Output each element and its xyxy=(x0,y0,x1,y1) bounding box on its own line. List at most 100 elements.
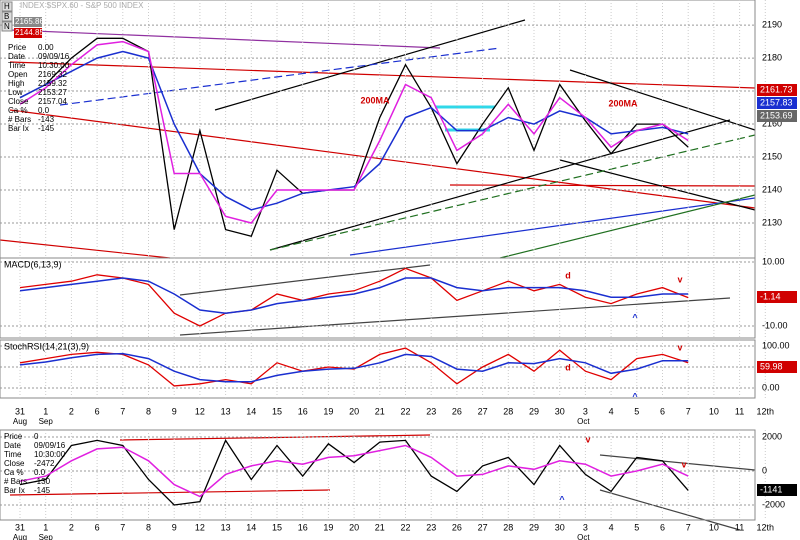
annotation: ^ xyxy=(559,494,565,504)
x-tick-label: 27 xyxy=(478,406,488,416)
info-value: 0.0 xyxy=(38,106,50,115)
x-tick-label: 8 xyxy=(146,406,151,416)
y-tick-label: 100.00 xyxy=(762,340,790,350)
x-tick-label: 1 xyxy=(43,406,48,416)
info-value: 10:30:00 xyxy=(34,450,66,459)
y-tick-label: 2140 xyxy=(762,184,782,194)
info-label: Low xyxy=(8,88,23,97)
x-tick-label: 16 xyxy=(298,406,308,416)
trendline xyxy=(559,159,756,211)
info-label: Date xyxy=(8,52,25,61)
annotation: v xyxy=(681,459,686,469)
x-tick-label: 22 xyxy=(400,406,410,416)
info-value: 2153.27 xyxy=(38,88,67,97)
trendline xyxy=(0,239,171,259)
trendline xyxy=(119,434,431,441)
info-label: Price xyxy=(4,432,23,441)
y-tick-label: 2130 xyxy=(762,217,782,227)
panel-frame xyxy=(0,429,756,521)
value-tag: 2157.83 xyxy=(760,97,793,107)
x-tick-label: 21 xyxy=(375,406,385,416)
annotation: 200MA xyxy=(360,95,390,105)
button-box xyxy=(1,1,13,12)
y-tick-label: -2000 xyxy=(762,499,785,509)
panel-frame xyxy=(0,339,756,399)
x-tick-label: 3 xyxy=(583,522,588,532)
header-tag-box xyxy=(14,17,42,27)
trendline xyxy=(269,119,731,251)
button-label: H xyxy=(4,2,10,11)
info-label: Ca % xyxy=(4,468,24,477)
header-tag-box xyxy=(14,28,42,38)
x-tick-label: 26 xyxy=(452,522,462,532)
value-tag: 2161.73 xyxy=(760,84,793,94)
x-tick-label: 21 xyxy=(375,522,385,532)
month-label: Oct xyxy=(577,417,590,426)
value-tag-box xyxy=(757,110,797,122)
x-tick-label: 6 xyxy=(95,522,100,532)
x-tick-label: 5 xyxy=(634,522,639,532)
y-tick-label: 10.00 xyxy=(762,256,785,266)
value-tag: -1141 xyxy=(760,484,782,494)
x-tick-label: 28 xyxy=(503,522,513,532)
trendline xyxy=(599,454,756,471)
series-line xyxy=(19,50,689,211)
x-tick-label: 13 xyxy=(221,522,231,532)
x-tick-label: 30 xyxy=(555,522,565,532)
info-label: Open xyxy=(8,70,28,79)
x-tick-label: 6 xyxy=(660,522,665,532)
annotation: d xyxy=(565,362,571,372)
info-label: Ca % xyxy=(8,106,28,115)
button-label: B xyxy=(4,12,9,21)
x-tick-label: 28 xyxy=(503,406,513,416)
info-value: -145 xyxy=(34,486,51,495)
value-tag: 59.98 xyxy=(760,361,783,371)
trendline xyxy=(499,194,756,259)
x-tick-label: 11 xyxy=(735,406,744,416)
info-label: Bar Ix xyxy=(4,486,25,495)
x-tick-label: 29 xyxy=(529,406,539,416)
series-line xyxy=(19,277,689,314)
x-tick-label: 14 xyxy=(246,522,256,532)
x-tick-label: 6 xyxy=(95,406,100,416)
x-tick-label: 5 xyxy=(634,406,639,416)
button-label: N xyxy=(4,22,10,31)
x-tick-label: 1 xyxy=(43,522,48,532)
info-value: 0.00 xyxy=(38,43,54,52)
value-tag: -1.14 xyxy=(760,291,781,301)
annotation: v xyxy=(677,342,682,352)
series-line xyxy=(19,40,689,224)
x-tick-label: 12 xyxy=(195,406,205,416)
y-tick-label: -10.00 xyxy=(762,320,788,330)
info-label: Date xyxy=(4,441,21,450)
series-line xyxy=(19,439,689,506)
x-tick-label: 20 xyxy=(349,522,359,532)
info-label: # Bars xyxy=(8,115,31,124)
annotation: v xyxy=(677,274,682,284)
x-tick-label: 7 xyxy=(686,522,691,532)
series-line xyxy=(19,267,689,327)
month-label: Aug xyxy=(13,533,27,540)
x-tick-label: 30 xyxy=(555,406,565,416)
x-tick-label: 31 xyxy=(15,522,25,532)
annotation: ^ xyxy=(632,391,638,401)
info-value: 09/09/16 xyxy=(34,441,66,450)
header-tag: 2165.86 xyxy=(15,17,44,26)
info-value: 2157.04 xyxy=(38,97,67,106)
x-tick-label: 14 xyxy=(246,406,256,416)
trendline xyxy=(59,47,501,106)
info-value: 2169.32 xyxy=(38,70,67,79)
trendline xyxy=(179,264,431,296)
x-tick-label: 12th xyxy=(757,522,775,532)
month-label: Sep xyxy=(39,533,54,540)
series-line xyxy=(19,444,689,498)
info-value: -143 xyxy=(38,115,55,124)
month-label: Sep xyxy=(39,417,54,426)
info-label: Price xyxy=(8,43,27,52)
x-tick-label: 6 xyxy=(660,406,665,416)
series-line xyxy=(19,347,689,387)
x-tick-label: 20 xyxy=(349,406,359,416)
info-value: 2159.32 xyxy=(38,79,67,88)
